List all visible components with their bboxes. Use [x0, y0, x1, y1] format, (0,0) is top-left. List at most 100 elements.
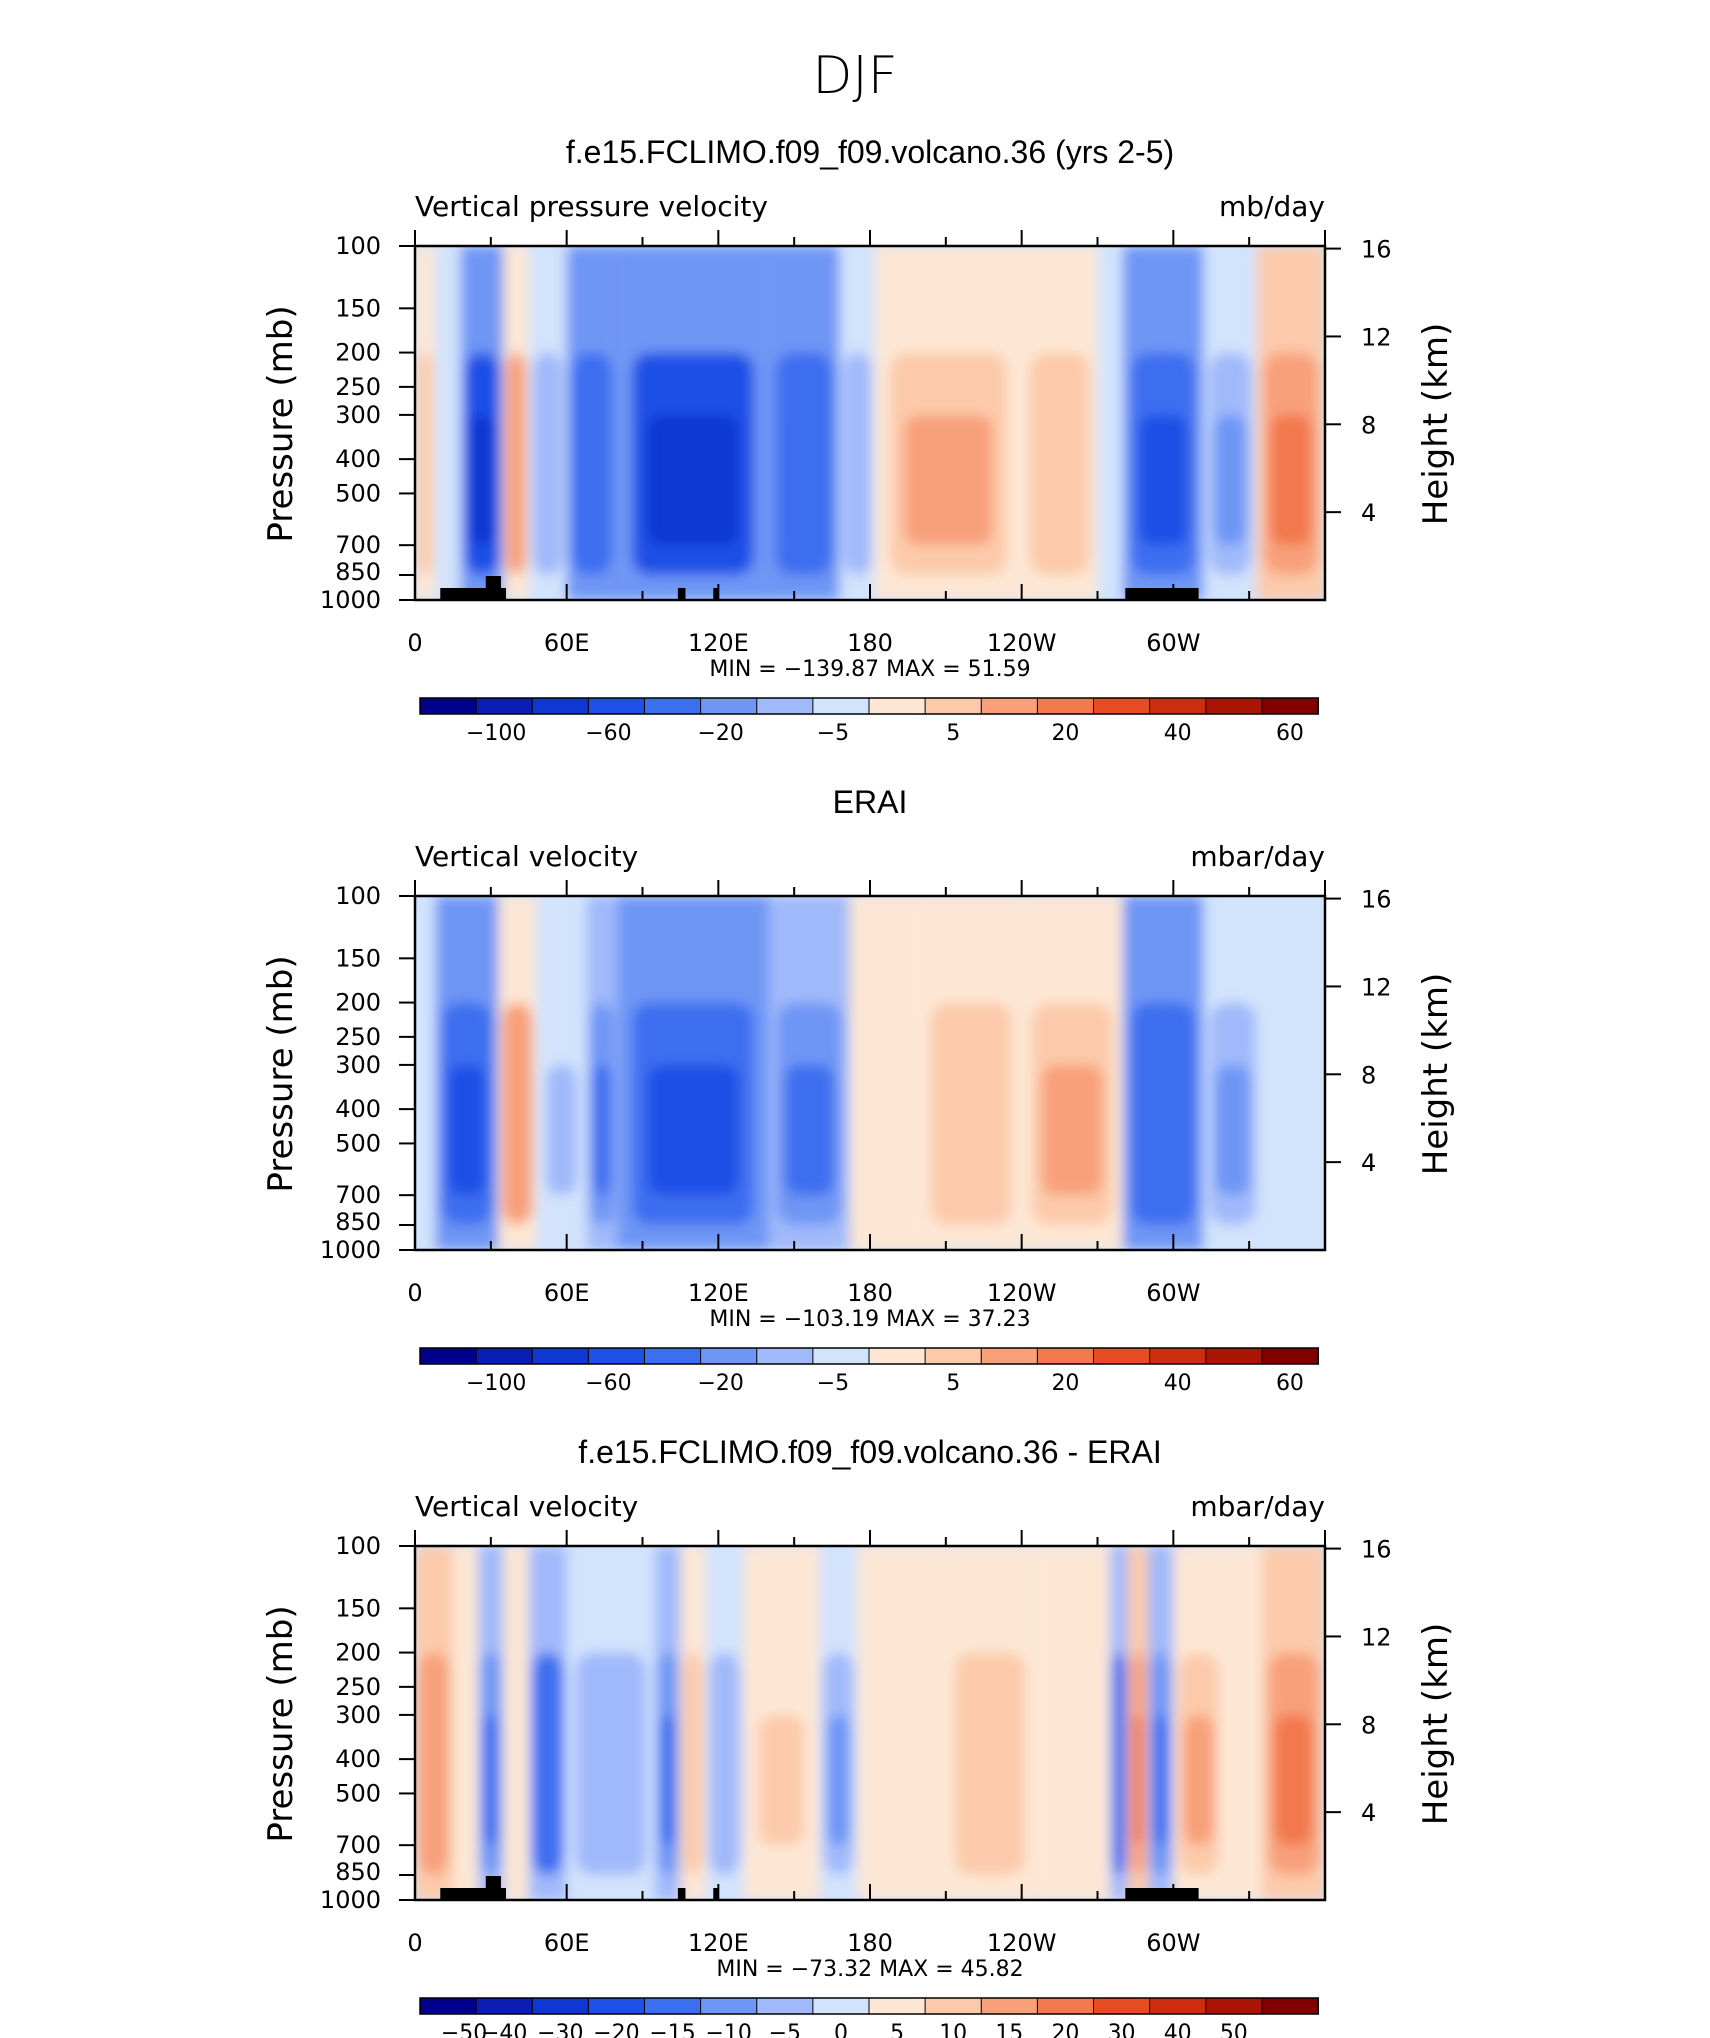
- colorbar-box: [756, 1347, 814, 1365]
- band-core: [419, 414, 432, 546]
- colorbar-box: [700, 1997, 758, 2015]
- topography-block: [1125, 1888, 1199, 1900]
- height-tick-label: 8: [1361, 1061, 1376, 1089]
- band-core: [1183, 1714, 1214, 1846]
- y-tick-label: 200: [335, 339, 381, 367]
- colorbar-box: [700, 1347, 758, 1365]
- colorbar-box: [1036, 1997, 1095, 2015]
- colorbar-box: [587, 697, 646, 715]
- band-core: [584, 1714, 638, 1846]
- height-tick-label: 8: [1361, 411, 1376, 439]
- colorbar-box: [868, 1347, 927, 1365]
- colorbar-box: [700, 697, 758, 715]
- colorbar-box: [1205, 697, 1263, 715]
- x-tick-label: 120W: [987, 1279, 1057, 1307]
- y-tick-label: 850: [335, 1208, 381, 1236]
- x-tick-label: 180: [847, 1279, 893, 1307]
- height-axis-title: Height (km): [1416, 323, 1456, 526]
- colorbar-label: 60: [1276, 1371, 1304, 1396]
- y-tick-label: 200: [335, 1639, 381, 1667]
- topography-block: [677, 588, 686, 600]
- field-label: Vertical pressure velocity: [415, 190, 768, 223]
- contour-field: [415, 896, 1325, 1250]
- x-tick-label: 60W: [1146, 1929, 1200, 1957]
- band-core: [660, 1714, 676, 1846]
- height-tick-label: 4: [1361, 1799, 1376, 1827]
- field-bands: [415, 896, 1325, 1250]
- x-tick-label: 120E: [688, 1279, 749, 1307]
- colorbar-box: [1149, 1347, 1207, 1365]
- y-tick-label: 400: [335, 445, 381, 473]
- colorbar-box: [980, 1997, 1039, 2015]
- topography-block: [485, 1876, 501, 1900]
- y-tick-label: 250: [335, 1023, 381, 1051]
- colorbar-box: [756, 697, 814, 715]
- colorbar-label: −30: [537, 2021, 583, 2038]
- colorbar-label: 50: [1220, 2021, 1248, 2038]
- colorbar-box: [531, 697, 590, 715]
- min-max-text: MIN = −73.32 MAX = 45.82: [716, 1957, 1023, 1982]
- x-tick-label: 180: [847, 1929, 893, 1957]
- band-core: [483, 1714, 499, 1846]
- y-tick-label: 100: [335, 232, 381, 260]
- colorbar-label: −15: [649, 2021, 695, 2038]
- colorbar-label: −20: [697, 1371, 743, 1396]
- height-tick-label: 12: [1361, 1623, 1392, 1651]
- y-tick-label: 500: [335, 479, 381, 507]
- colorbar-label: −60: [585, 1371, 631, 1396]
- units-label: mb/day: [1219, 190, 1325, 223]
- colorbar-frame: [419, 1997, 1319, 2015]
- band-core: [1102, 414, 1118, 546]
- band-core: [1274, 1064, 1313, 1196]
- band-core: [647, 1064, 739, 1196]
- colorbar-label: 60: [1276, 721, 1304, 746]
- colorbar-box: [531, 1347, 590, 1365]
- band-core: [685, 1714, 701, 1846]
- colorbar-box: [812, 1997, 870, 2015]
- band-core: [1214, 414, 1247, 546]
- band-core: [457, 1714, 474, 1846]
- colorbar-label: −5: [817, 721, 849, 746]
- panel-3: f.e15.FCLIMO.f09_f09.volcano.36 - ERAI Ve…: [261, 1434, 1456, 2038]
- height-axis-title: Height (km): [1416, 1623, 1456, 1826]
- band-core: [1131, 1714, 1145, 1846]
- y-axis-title: Pressure (mb): [261, 1605, 301, 1842]
- colorbar-label: 5: [890, 2021, 904, 2038]
- height-tick-label: 8: [1361, 1711, 1376, 1739]
- band-core: [1274, 1714, 1313, 1846]
- colorbar-label: −100: [466, 1371, 526, 1396]
- panel-title: f.e15.FCLIMO.f09_f09.volcano.36 (yrs 2-5…: [566, 134, 1174, 170]
- y-axis-title: Pressure (mb): [261, 955, 301, 1192]
- band-core: [963, 1714, 1017, 1846]
- band-core: [1113, 1714, 1125, 1846]
- band-core: [546, 1064, 577, 1196]
- y-tick-label: 400: [335, 1745, 381, 1773]
- band-core: [758, 1714, 805, 1846]
- colorbar-box: [475, 1997, 534, 2015]
- colorbar-box: [1149, 697, 1207, 715]
- colorbar-label: −20: [593, 2021, 639, 2038]
- colorbar-box: [644, 697, 702, 715]
- colorbar-box: [1205, 1997, 1263, 2015]
- colorbar-label: −60: [585, 721, 631, 746]
- y-tick-label: 400: [335, 1095, 381, 1123]
- colorbar-box: [1261, 697, 1319, 715]
- colorbar-label: −5: [769, 2021, 801, 2038]
- band-core: [508, 1714, 524, 1846]
- min-max-text: MIN = −103.19 MAX = 37.23: [709, 1307, 1030, 1332]
- x-tick-label: 60W: [1146, 629, 1200, 657]
- colorbar-box: [419, 697, 478, 715]
- band-core: [904, 414, 993, 546]
- colorbar-label: 10: [939, 2021, 967, 2038]
- x-tick-label: 120E: [688, 1929, 749, 1957]
- panel-2: ERAI Vertical velocity mbar/day 0 60E 120E 180…: [261, 784, 1456, 1396]
- colorbar-label: 40: [1164, 1371, 1192, 1396]
- units-label: mbar/day: [1190, 1490, 1325, 1523]
- height-tick-label: 16: [1361, 886, 1392, 914]
- colorbar-box: [531, 1997, 590, 2015]
- contour-field: [415, 1546, 1325, 1900]
- y-tick-label: 200: [335, 989, 381, 1017]
- panels: f.e15.FCLIMO.f09_f09.volcano.36 (yrs 2-5…: [261, 134, 1456, 2038]
- y-tick-label: 100: [335, 1532, 381, 1560]
- contour-field: [415, 246, 1325, 600]
